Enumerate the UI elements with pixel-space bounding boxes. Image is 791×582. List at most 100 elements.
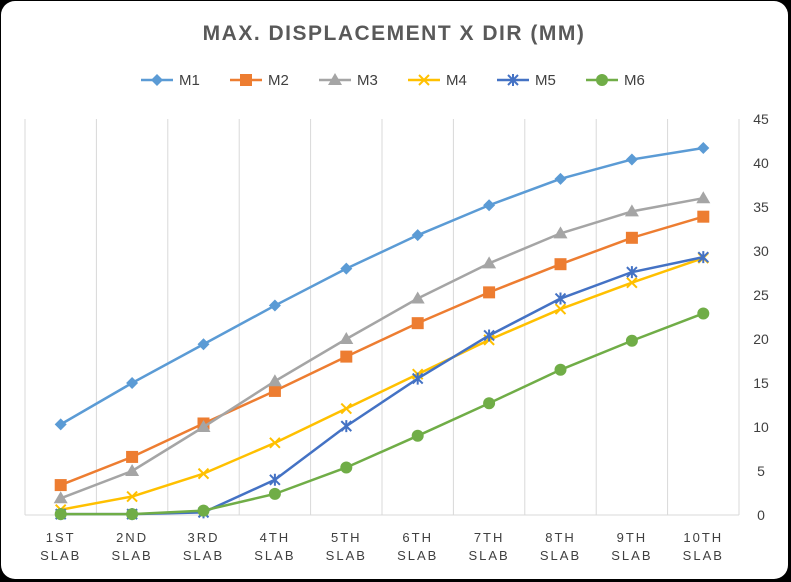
data-point (554, 172, 567, 185)
data-point (697, 210, 710, 223)
x-tick-label: 5TH SLAB (326, 530, 367, 563)
data-point (624, 204, 639, 217)
data-point (483, 397, 496, 410)
series-m3 (53, 191, 711, 504)
legend-marker (328, 73, 342, 85)
y-tick-label: 15 (753, 375, 769, 391)
x-tick-label: 8TH SLAB (540, 530, 581, 563)
x-tick-label: 1ST SLAB (40, 530, 81, 563)
y-tick-label: 20 (753, 331, 769, 347)
data-point (340, 350, 353, 363)
x-tick-label: 2ND SLAB (111, 530, 152, 563)
series-group (53, 142, 711, 521)
y-tick-label: 40 (753, 155, 769, 171)
data-point (483, 329, 495, 342)
data-point (53, 491, 68, 504)
data-point (126, 450, 139, 463)
x-tick-label: 6TH SLAB (397, 530, 438, 563)
data-point (269, 437, 281, 449)
data-point (267, 374, 282, 387)
legend-item: M3 (319, 72, 378, 89)
legend-item: M1 (141, 72, 200, 89)
x-tick-label: 10TH SLAB (683, 530, 724, 563)
data-point (411, 372, 424, 385)
series-line (60, 146, 704, 426)
data-point (410, 291, 425, 304)
legend-label: M4 (446, 72, 467, 89)
y-tick-label: 45 (753, 111, 769, 127)
legend-marker (240, 74, 252, 86)
legend: M1 M2 M3 M4 M5 M6 (141, 72, 645, 89)
data-point (696, 191, 711, 204)
x-tick-label: 9TH SLAB (611, 530, 652, 563)
data-point (196, 420, 211, 432)
data-point (625, 231, 638, 244)
legend-marker (418, 74, 430, 86)
data-point (125, 464, 140, 476)
data-point (411, 429, 424, 442)
data-point (126, 377, 139, 389)
data-point (340, 262, 353, 275)
series-line (60, 196, 704, 500)
legend-label: M2 (268, 72, 289, 89)
data-point (411, 229, 424, 242)
data-point (54, 508, 67, 521)
chart-title: MAX. DISPLACEMENT X DIR (MM) (203, 22, 586, 45)
y-tick-label: 10 (753, 419, 769, 435)
y-tick-label: 5 (757, 463, 765, 479)
y-tick-label: 30 (753, 243, 769, 259)
legend-item: M5 (497, 72, 556, 89)
data-point (268, 384, 281, 397)
data-point (697, 142, 710, 155)
legend-item: M2 (230, 72, 289, 89)
data-point (126, 490, 138, 503)
data-point (197, 504, 210, 517)
data-point (553, 226, 568, 239)
data-point (126, 508, 139, 521)
data-point (626, 266, 638, 279)
data-point (483, 286, 496, 299)
legend-label: M1 (179, 72, 200, 89)
data-point (697, 251, 710, 264)
data-point (411, 317, 424, 330)
data-point (54, 418, 67, 431)
legend-label: M3 (357, 72, 378, 89)
x-tick-label: 3RD SLAB (183, 530, 224, 563)
x-axis-ticks: 1ST SLAB 2ND SLAB 3RD SLAB 4TH SLAB 5TH SLAB 6TH SL… (40, 530, 724, 563)
legend-marker (507, 74, 519, 86)
series-line (60, 256, 704, 511)
legend-label: M6 (624, 72, 645, 89)
data-point (625, 334, 638, 347)
data-point (554, 258, 567, 271)
legend-item: M4 (408, 72, 467, 89)
series-m1 (54, 142, 710, 431)
data-point (554, 363, 567, 376)
data-point (339, 332, 354, 344)
series-line (60, 312, 704, 516)
data-point (554, 303, 567, 315)
series-line (60, 215, 704, 487)
legend-marker (596, 74, 608, 86)
data-point (340, 461, 353, 474)
data-point (197, 467, 210, 480)
data-point (268, 299, 281, 312)
data-point (340, 402, 353, 415)
y-tick-label: 25 (753, 287, 769, 303)
y-axis-ticks: 0 5 10 15 20 25 30 35 40 45 (753, 111, 769, 523)
data-point (269, 473, 281, 486)
y-tick-label: 35 (753, 199, 769, 215)
legend-item: M6 (586, 72, 645, 89)
data-point (554, 292, 567, 305)
x-tick-label: 7TH SLAB (468, 530, 509, 563)
legend-marker (151, 74, 163, 86)
data-point (54, 479, 67, 492)
legend-label: M5 (535, 72, 556, 89)
y-tick-label: 0 (757, 507, 765, 523)
data-point (697, 307, 710, 320)
data-point (340, 420, 353, 433)
data-point (626, 276, 638, 289)
data-point (625, 153, 638, 166)
data-point (197, 338, 210, 351)
